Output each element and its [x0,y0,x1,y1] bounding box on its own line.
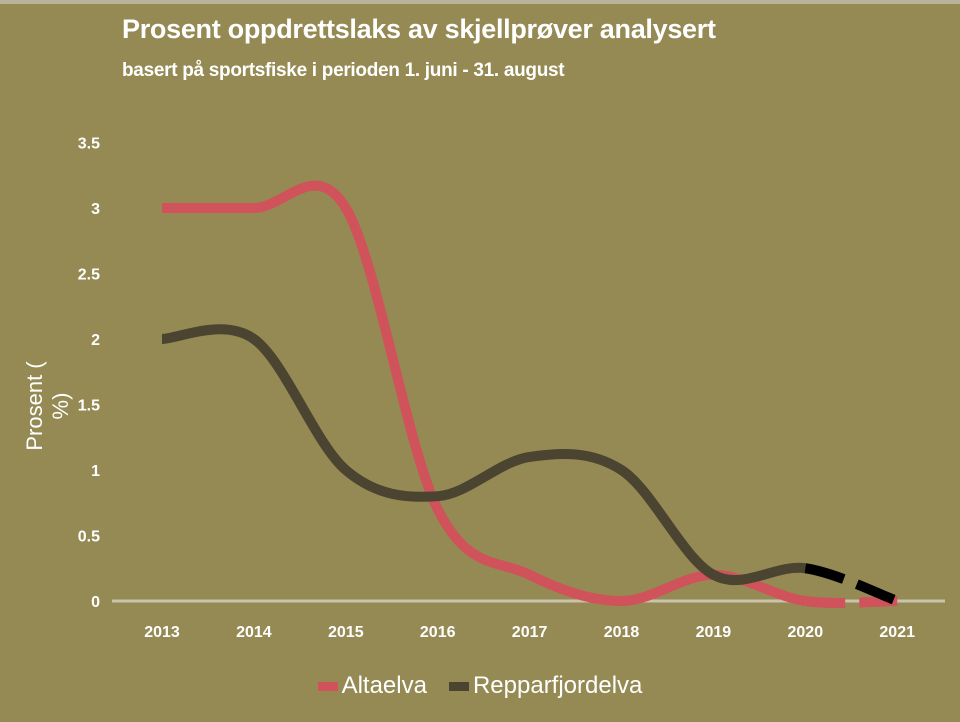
x-tick: 2015 [328,624,364,641]
series-line [161,180,807,607]
altaelva-swatch [317,681,338,691]
series-projection [804,563,899,606]
legend: Altaelva Repparfjordelva [0,672,960,700]
legend-item-altaelva: Altaelva [317,672,427,700]
y-tick: 0.5 [78,529,100,546]
legend-label: Altaelva [341,672,427,699]
x-tick: 2016 [420,624,456,641]
y-tick: 3.5 [78,136,100,153]
y-tick: 1.5 [78,398,100,415]
legend-label: Repparfjordelva [472,672,643,699]
y-tick: 0 [91,594,100,611]
series-line [161,324,807,585]
y-tick: 3 [91,201,100,218]
x-tick: 2018 [604,624,640,641]
x-tick: 2013 [144,624,180,641]
x-tick: 2019 [696,624,732,641]
chart-title: Prosent oppdrettslaks av skjellprøver an… [122,14,716,44]
x-tick: 2020 [788,624,824,641]
legend-item-repparfjordelva: Repparfjordelva [448,672,643,700]
y-tick: 2 [91,332,100,349]
repparfjordelva-swatch [448,681,469,691]
y-tick: 1 [91,463,100,480]
top-border [0,0,960,4]
x-tick: 2017 [512,624,548,641]
chart-subtitle: basert på sportsfiske i perioden 1. juni… [122,60,565,81]
x-tick: 2021 [879,624,915,641]
y-tick: 2.5 [78,267,100,284]
x-tick: 2014 [236,624,272,641]
